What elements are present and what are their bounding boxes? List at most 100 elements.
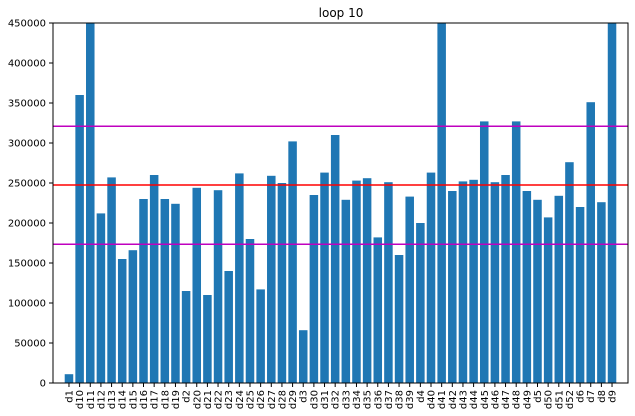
x-tick-label-d21: d21	[203, 390, 214, 409]
x-tick-label-d11: d11	[86, 390, 97, 409]
x-tick-label-d12: d12	[96, 390, 107, 409]
x-tick-label-d27: d27	[267, 390, 278, 409]
bar-d2	[181, 291, 191, 383]
bar-d23	[224, 271, 233, 383]
bar-d49	[522, 191, 532, 383]
x-tick-label-d26: d26	[256, 390, 267, 409]
y-tick-label-450000: 450000	[8, 19, 46, 30]
bar-d7	[586, 102, 595, 383]
y-tick-label-150000: 150000	[8, 259, 46, 270]
bar-d36	[373, 237, 383, 383]
x-tick-label-d6: d6	[576, 390, 587, 403]
x-tick-label-d36: d36	[373, 390, 384, 409]
x-tick-label-d32: d32	[331, 390, 342, 409]
x-tick-label-d47: d47	[501, 390, 512, 409]
bar-d19	[171, 203, 180, 383]
bar-d13	[107, 177, 116, 383]
x-tick-label-d31: d31	[320, 390, 331, 409]
x-tick-label-d52: d52	[565, 390, 576, 409]
bar-d42	[448, 191, 457, 383]
reference-lines-group	[53, 125, 628, 245]
y-tick-label-350000: 350000	[8, 99, 46, 110]
x-tick-label-d18: d18	[160, 390, 171, 409]
bars-group	[64, 23, 617, 384]
x-tick-label-d40: d40	[427, 390, 438, 409]
y-tick-label-300000: 300000	[8, 139, 46, 150]
chart-title: loop 10	[319, 6, 364, 20]
x-tick-label-d38: d38	[395, 390, 406, 409]
x-tick-label-d29: d29	[288, 390, 299, 409]
bar-d4	[416, 223, 425, 383]
x-tick-label-d44: d44	[469, 390, 480, 409]
x-tick-label-d8: d8	[597, 390, 608, 403]
x-tick-label-d24: d24	[235, 390, 246, 409]
bar-d28	[277, 183, 287, 383]
x-tick-label-d41: d41	[437, 390, 448, 409]
bar-d30	[309, 195, 319, 383]
bar-d25	[245, 239, 255, 383]
bar-d38	[394, 255, 404, 383]
bar-d46	[490, 182, 500, 383]
y-tick-label-250000: 250000	[8, 179, 46, 190]
x-tick-label-d49: d49	[522, 390, 533, 409]
bar-d50	[543, 217, 553, 383]
bar-d52	[565, 162, 574, 383]
bar-d43	[458, 181, 468, 383]
x-tick-label-d33: d33	[341, 390, 352, 409]
x-tick-label-d28: d28	[277, 390, 288, 409]
y-tick-label-100000: 100000	[8, 299, 46, 310]
bar-d1	[64, 374, 74, 383]
y-axis: 0 50000 100000 150000 200000 250000 300000 3500…	[8, 19, 53, 390]
x-tick-label-d48: d48	[512, 390, 523, 409]
y-tick-label-50000: 50000	[14, 339, 46, 350]
x-tick-label-d1: d1	[64, 390, 75, 403]
x-tick-label-d34: d34	[352, 390, 363, 409]
bar-d3	[298, 330, 308, 383]
x-tick-label-d25: d25	[245, 390, 256, 409]
x-tick-label-d43: d43	[458, 390, 469, 409]
x-tick-label-d42: d42	[448, 390, 459, 409]
x-tick-label-d2: d2	[182, 390, 193, 403]
bar-d20	[192, 187, 202, 383]
x-tick-label-d23: d23	[224, 390, 235, 409]
bar-d9	[607, 23, 617, 383]
x-tick-label-d46: d46	[490, 390, 501, 409]
bar-d8	[597, 202, 606, 383]
bar-d14	[117, 259, 127, 383]
bar-d29	[288, 141, 297, 383]
bar-d37	[384, 182, 393, 383]
bar-d31	[320, 172, 329, 383]
bar-d26	[256, 289, 265, 383]
bar-d47	[501, 175, 510, 383]
x-tick-label-d50: d50	[544, 390, 555, 409]
x-tick-label-d5: d5	[533, 390, 544, 403]
x-tick-label-d16: d16	[139, 390, 150, 409]
bar-d18	[160, 199, 170, 383]
x-tick-label-d9: d9	[608, 390, 619, 403]
y-tick-label-0: 0	[40, 379, 46, 390]
x-tick-label-d51: d51	[554, 390, 565, 409]
x-tick-label-d45: d45	[480, 390, 491, 409]
bar-d44	[469, 179, 478, 383]
bar-d12	[96, 213, 106, 383]
x-tick-label-d4: d4	[416, 390, 427, 403]
bar-d21	[203, 295, 212, 383]
bar-d41	[437, 23, 446, 383]
bar-d15	[128, 250, 138, 383]
bar-d10	[75, 95, 84, 383]
x-tick-label-d35: d35	[363, 390, 374, 409]
x-tick-label-d10: d10	[75, 390, 86, 409]
x-tick-label-d37: d37	[384, 390, 395, 409]
bar-d48	[511, 121, 521, 384]
bar-d51	[554, 195, 564, 383]
x-tick-label-d3: d3	[299, 390, 310, 403]
bar-d16	[139, 199, 148, 383]
x-tick-label-d39: d39	[405, 390, 416, 409]
bar-d33	[341, 199, 351, 383]
x-tick-label-d30: d30	[309, 390, 320, 409]
bar-d45	[479, 121, 489, 384]
x-tick-label-d13: d13	[107, 390, 118, 409]
bar-d35	[362, 178, 372, 383]
bar-d11	[86, 23, 95, 383]
